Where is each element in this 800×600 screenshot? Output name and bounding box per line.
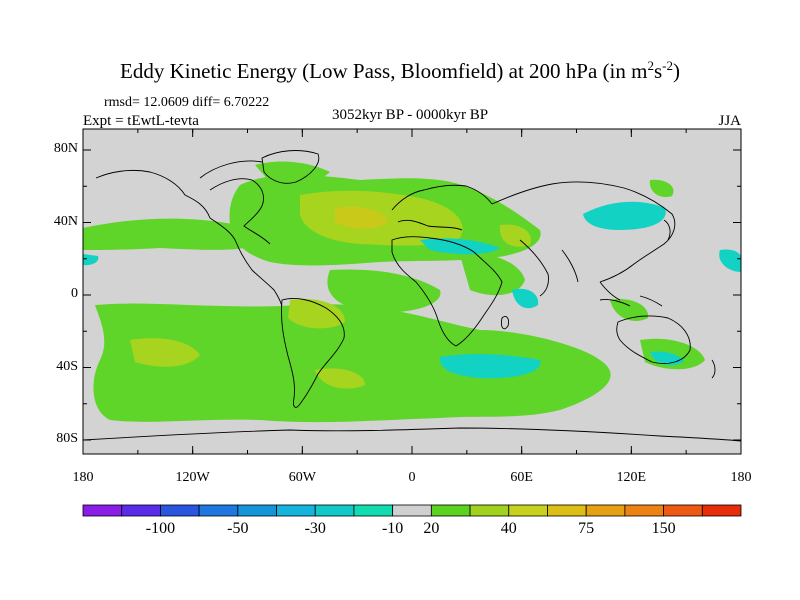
- colorbar-label: 75: [578, 520, 595, 537]
- colorbar-swatch: [663, 504, 703, 517]
- season-label: JJA: [718, 113, 741, 129]
- coastlines: [83, 150, 741, 442]
- map-field: [83, 129, 741, 454]
- colorbar-swatch: [624, 504, 664, 517]
- colorbar-swatch: [121, 504, 161, 517]
- lon-label: 120E: [616, 470, 647, 485]
- colorbar: [82, 504, 742, 517]
- colorbar-swatch: [469, 504, 510, 517]
- colorbar-swatch: [82, 504, 123, 517]
- colorbar-label: -100: [145, 520, 176, 537]
- lat-label: 80N: [53, 141, 78, 156]
- colorbar-label: 40: [500, 520, 517, 537]
- colorbar-swatch: [392, 504, 432, 517]
- lon-label: 0: [408, 470, 416, 485]
- colorbar-label: -10: [381, 520, 404, 537]
- colorbar-swatch: [353, 504, 394, 517]
- chart-title: Eddy Kinetic Energy (Low Pass, Bloomfiel…: [120, 58, 680, 83]
- positive-anomaly-high: [335, 206, 388, 229]
- lon-label: 120W: [175, 470, 210, 485]
- colorbar-label: -50: [227, 520, 249, 537]
- colorbar-label: 150: [651, 520, 676, 537]
- lon-label: 180: [730, 470, 752, 485]
- colorbar-swatch: [237, 504, 277, 517]
- lat-label: 40S: [56, 358, 78, 374]
- lon-label: 60E: [510, 470, 533, 485]
- experiment-label: Expt = tEwtL-tevta: [83, 113, 199, 129]
- colorbar-swatch: [160, 504, 200, 517]
- colorbar-swatch: [314, 504, 355, 517]
- axis-ticks: [82, 129, 742, 454]
- colorbar-label: -30: [304, 520, 326, 537]
- colorbar-label: 20: [423, 520, 440, 537]
- lat-label: 40N: [53, 213, 78, 229]
- colorbar-swatch: [547, 504, 587, 517]
- period-label: 3052kyr BP - 0000kyr BP: [331, 107, 489, 123]
- lat-label: 0: [71, 286, 78, 301]
- colorbar-swatch: [701, 504, 742, 517]
- stats-label: rmsd= 12.0609 diff= 6.70222: [104, 95, 270, 110]
- colorbar-swatch: [508, 504, 548, 517]
- lon-label: 180: [72, 470, 94, 485]
- lat-label: 80S: [56, 431, 78, 446]
- colorbar-swatch: [585, 504, 626, 517]
- lon-label: 60W: [288, 470, 316, 485]
- colorbar-swatch: [198, 504, 239, 517]
- negative-anomaly: [83, 201, 741, 379]
- colorbar-swatch: [276, 504, 316, 517]
- colorbar-swatch: [430, 504, 471, 517]
